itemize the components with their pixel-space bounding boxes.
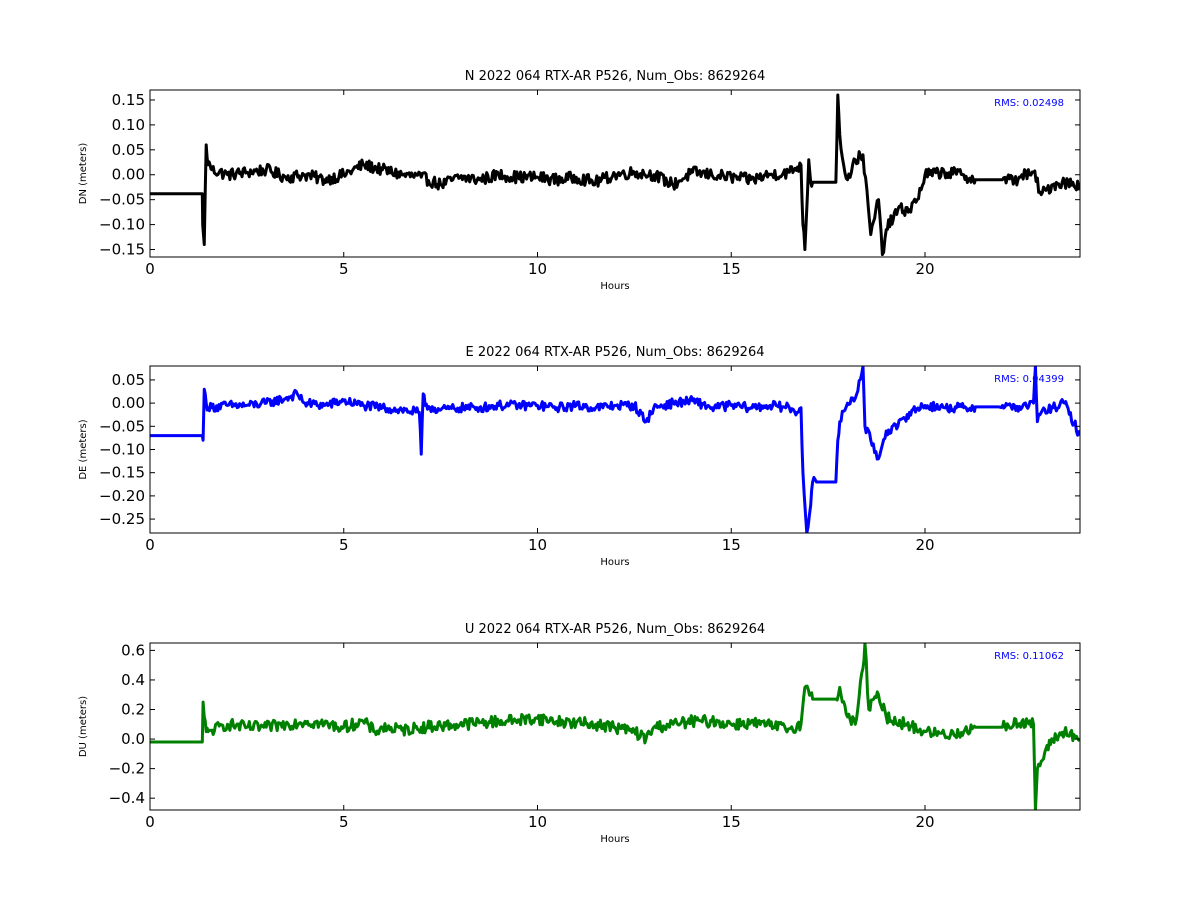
x-tick-label: 0	[145, 260, 155, 278]
x-tick-label: 0	[145, 813, 155, 831]
y-tick-label: −0.2	[109, 760, 145, 778]
y-axis-label: DN (meters)	[78, 143, 89, 205]
panel-dn: 0 5 10 15 20 −0.15 −0.10 −0.05 0.00 0.05 0.10 0.15 N…	[78, 69, 1081, 292]
rms-annotation: RMS: 0.04399	[994, 374, 1064, 385]
y-tick-label: −0.15	[99, 464, 145, 482]
chart-title: N 2022 064 RTX-AR P526, Num_Obs: 8629264	[465, 69, 765, 84]
y-tick-label: 0.4	[121, 671, 145, 689]
y-axis-label: DU (meters)	[78, 696, 89, 757]
panel-de: 0 5 10 15 20 −0.25 −0.20 −0.15 −0.10 −0.05 0.00 0.0…	[78, 345, 1081, 568]
y-tick-label: 0.0	[121, 730, 145, 748]
x-tick-label: 10	[528, 260, 547, 278]
chart-title: U 2022 064 RTX-AR P526, Num_Obs: 8629264	[465, 622, 765, 637]
y-tick-label: −0.05	[99, 191, 145, 209]
x-tick-label: 10	[528, 813, 547, 831]
x-tick-label: 5	[339, 536, 349, 554]
x-tick-label: 20	[915, 536, 934, 554]
y-tick-label: 0.10	[112, 116, 145, 134]
y-tick-label: −0.10	[99, 441, 145, 459]
x-axis-label: Hours	[600, 281, 629, 292]
y-tick-label: 0.00	[112, 394, 145, 412]
y-axis-label: DE (meters)	[78, 419, 89, 479]
x-tick-label: 0	[145, 536, 155, 554]
rms-annotation: RMS: 0.02498	[994, 98, 1064, 109]
plot-frame	[149, 365, 1081, 534]
series-line	[150, 366, 1080, 533]
y-tick-label: 0.15	[112, 91, 145, 109]
rms-annotation: RMS: 0.11062	[994, 651, 1064, 662]
chart-title: E 2022 064 RTX-AR P526, Num_Obs: 8629264	[466, 345, 765, 360]
y-tick-label: 0.00	[112, 166, 145, 184]
series-line	[150, 93, 1080, 257]
plot-frame	[149, 89, 1081, 258]
x-axis-label: Hours	[600, 557, 629, 568]
x-tick-label: 10	[528, 536, 547, 554]
y-tick-label: −0.4	[109, 789, 145, 807]
y-tick-label: 0.6	[121, 641, 145, 659]
y-tick-label: −0.10	[99, 216, 145, 234]
x-tick-label: 15	[722, 813, 741, 831]
x-axis-label: Hours	[600, 834, 629, 845]
y-tick-label: −0.25	[99, 510, 145, 528]
x-tick-label: 20	[915, 260, 934, 278]
series-line	[150, 643, 1080, 810]
x-tick-label: 5	[339, 260, 349, 278]
y-tick-label: −0.20	[99, 487, 145, 505]
plot-frame	[149, 642, 1081, 811]
y-tick-label: −0.15	[99, 241, 145, 259]
x-tick-label: 15	[722, 260, 741, 278]
y-tick-label: 0.2	[121, 701, 145, 719]
panel-du: 0 5 10 15 20 −0.4 −0.2 0.0 0.2 0.4 0.6 U 2022 064 R…	[78, 622, 1081, 845]
x-tick-label: 5	[339, 813, 349, 831]
x-tick-label: 15	[722, 536, 741, 554]
y-tick-label: 0.05	[112, 141, 145, 159]
x-tick-label: 20	[915, 813, 934, 831]
y-tick-label: 0.05	[112, 371, 145, 389]
y-tick-label: −0.05	[99, 417, 145, 435]
